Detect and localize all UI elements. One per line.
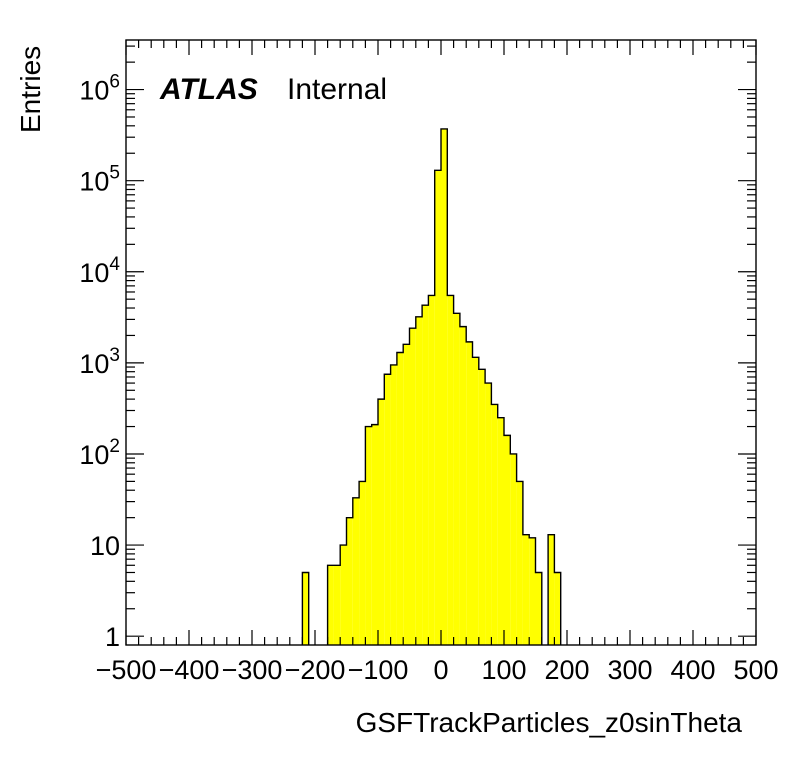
y-tick-label: 1: [105, 622, 120, 652]
x-tick-label: 100: [481, 655, 526, 685]
histogram-bar: [333, 565, 341, 645]
x-tick-label: 200: [544, 655, 589, 685]
histogram-bar: [409, 328, 416, 645]
histogram-bar: [466, 341, 473, 645]
x-tick-label: 500: [733, 655, 778, 685]
histogram-bar: [516, 481, 523, 645]
histogram-bar: [441, 128, 448, 645]
histogram-bar: [478, 369, 486, 645]
y-tick-label: 10: [90, 531, 120, 561]
y-tick-label: 104: [79, 254, 120, 288]
histogram-bar: [327, 565, 334, 645]
axis-ticks: [125, 40, 757, 645]
internal-label: Internal: [287, 73, 387, 106]
histogram-bar: [485, 383, 492, 645]
histogram-bar: [371, 424, 378, 645]
histogram-bar: [453, 313, 460, 645]
y-tick-label: 102: [79, 436, 120, 470]
histogram-bar: [346, 517, 353, 645]
histogram-bar: [365, 426, 372, 645]
y-axis-title: Entries: [15, 46, 46, 133]
x-tick-label: 400: [670, 655, 715, 685]
histogram-bar: [434, 170, 441, 646]
histogram-bar: [522, 534, 530, 645]
histogram-bar: [535, 572, 542, 645]
histogram-outline: [301, 128, 562, 645]
histogram-bar: [510, 453, 517, 645]
x-tick-label: −100: [348, 655, 409, 685]
histogram-bar: [491, 404, 498, 645]
histogram-bar: [529, 537, 536, 645]
histogram-bar: [302, 572, 309, 645]
histogram-bar: [497, 417, 504, 645]
histogram-bar: [447, 295, 454, 645]
x-tick-label: −200: [285, 655, 346, 685]
histogram-bar: [428, 295, 435, 645]
histogram-bar: [352, 497, 360, 645]
x-tick-label: 300: [607, 655, 652, 685]
histogram-bar: [384, 374, 391, 645]
y-tick-label: 105: [79, 163, 120, 197]
y-tick-labels: 1 10 102 103 104 105 106: [79, 72, 120, 653]
histogram-bar: [504, 435, 511, 645]
atlas-label: ATLAS: [159, 73, 258, 106]
x-axis-title: GSFTrackParticles_z0sinTheta: [356, 707, 743, 738]
y-tick-label: 103: [79, 345, 120, 379]
histogram-bar: [396, 352, 404, 645]
x-tick-label: −300: [222, 655, 283, 685]
histogram-bar: [422, 305, 429, 645]
histogram-bars: [302, 128, 561, 646]
histogram-bar: [403, 344, 410, 645]
histogram-bar: [415, 316, 423, 645]
histogram-bar: [459, 326, 467, 645]
histogram-bar: [548, 534, 555, 645]
x-tick-label: −400: [159, 655, 220, 685]
histogram-bar: [390, 364, 397, 645]
histogram-bar: [340, 545, 347, 645]
y-tick-label: 106: [79, 72, 120, 106]
histogram-bar: [472, 357, 479, 645]
x-tick-label: 0: [433, 655, 448, 685]
histogram-bar: [378, 399, 385, 645]
x-tick-labels: −500 −400 −300 −200 −100 0 100 200 300 400 500: [96, 655, 779, 685]
histogram-bar: [554, 572, 561, 645]
histogram-bar: [359, 481, 366, 645]
x-tick-label: −500: [96, 655, 157, 685]
